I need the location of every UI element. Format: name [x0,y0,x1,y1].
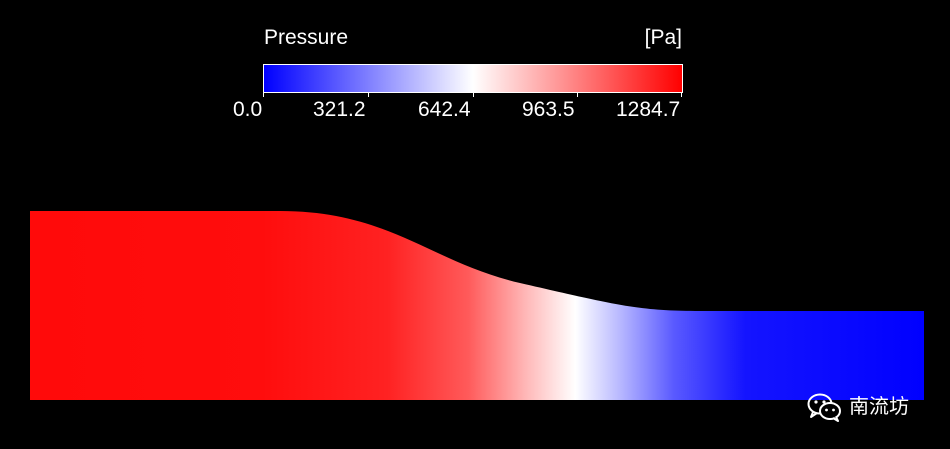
colorbar-tick-label: 321.2 [313,98,366,121]
colorbar-tick [577,92,578,97]
colorbar-tick [263,92,264,97]
legend-title: Pressure [264,26,349,49]
colorbar-tick-label: 963.5 [522,98,575,121]
watermark-text: 南流坊 [849,396,909,418]
colorbar-tick-label: 1284.7 [616,98,681,121]
wechat-icon [807,393,841,422]
legend-unit: [Pa] [644,26,682,49]
colorbar-tick [368,92,369,97]
colorbar-tick [681,92,682,97]
channel-domain [30,211,924,400]
colorbar [263,64,683,93]
colorbar-tick-label: 642.4 [418,98,471,121]
colorbar-tick [473,92,474,97]
watermark: 南流坊 [807,392,909,422]
colorbar-tick-label: 0.0 [233,98,263,121]
